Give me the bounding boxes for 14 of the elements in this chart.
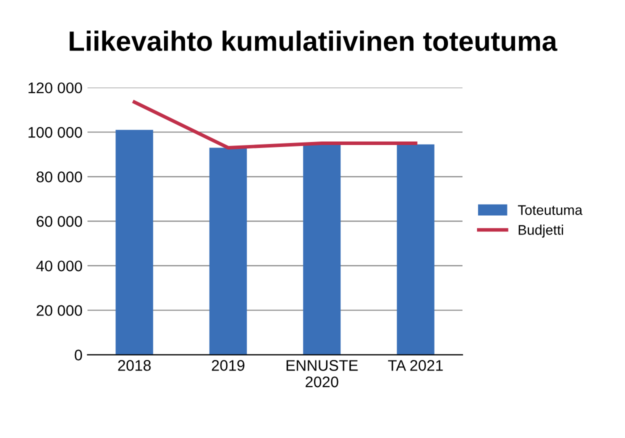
legend-label: Budjetti — [518, 224, 564, 238]
y-tick-label: 60 000 — [36, 216, 82, 227]
x-tick-label: 2019 — [212, 360, 244, 371]
chart-title: Liikevaihto kumulatiivinen toteutuma — [70, 30, 558, 52]
x-tick-label: ENNUSTE 2020 — [286, 360, 358, 388]
x-tick-label: TA 2021 — [388, 360, 443, 371]
y-tick-label: 20 000 — [36, 305, 82, 316]
y-tick-label: 80 000 — [36, 172, 82, 182]
x-tick-label: 2018 — [118, 360, 151, 371]
y-tick-label: 0 — [74, 350, 82, 360]
y-tick-label: 120 000 — [28, 82, 82, 94]
legend-label: Toteutuma — [518, 205, 582, 215]
y-tick-label: 100 000 — [28, 127, 82, 138]
y-tick-label: 40 000 — [36, 260, 82, 272]
